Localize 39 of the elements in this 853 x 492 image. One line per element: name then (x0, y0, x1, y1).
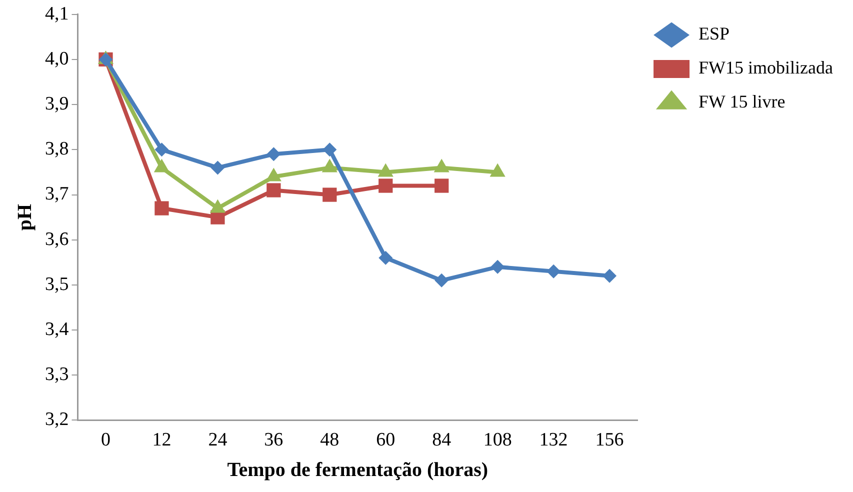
y-tick-label: 3,9 (45, 94, 69, 115)
point (266, 147, 281, 162)
point (546, 264, 561, 278)
y-tick-label: 3,6 (45, 228, 69, 250)
point (378, 250, 393, 265)
point (154, 201, 169, 216)
y-tick-label: 3,7 (45, 184, 69, 205)
legend-label: FW15 imobilizada (698, 58, 834, 78)
y-axis-title: pH (14, 204, 36, 231)
x-tick-label: 0 (100, 430, 110, 451)
y-tick-label: 4,0 (45, 48, 69, 70)
point (434, 178, 449, 193)
point (322, 142, 337, 157)
x-tick-label: 48 (320, 430, 340, 451)
x-tick-label: 60 (376, 430, 396, 451)
x-tick-label: 108 (483, 430, 512, 451)
x-tick-label: 24 (208, 430, 228, 451)
point (154, 142, 169, 157)
point (266, 183, 281, 198)
y-tick-label: 3,8 (45, 138, 69, 160)
x-tick-label: 36 (264, 430, 284, 451)
x-tick-label: 12 (152, 430, 172, 451)
point (490, 260, 505, 274)
point (602, 268, 617, 283)
y-tick-label: 3,5 (45, 274, 69, 295)
x-tick-label: 132 (539, 430, 568, 451)
y-tick-label: 3,2 (45, 409, 69, 430)
point (378, 178, 393, 193)
y-tick-label: 3,3 (45, 364, 69, 386)
y-tick-label: 4,1 (45, 3, 69, 24)
legend-label: ESP (698, 24, 730, 44)
y-tick-label: 3,4 (45, 319, 70, 340)
point (210, 160, 225, 175)
point (322, 188, 337, 202)
x-axis-title: Tempo de fermentação (horas) (227, 459, 488, 482)
point (434, 273, 449, 288)
x-tick-label: 84 (432, 430, 452, 451)
legend-label: FW 15 livre (698, 92, 786, 112)
x-tick-label: 156 (595, 430, 624, 451)
